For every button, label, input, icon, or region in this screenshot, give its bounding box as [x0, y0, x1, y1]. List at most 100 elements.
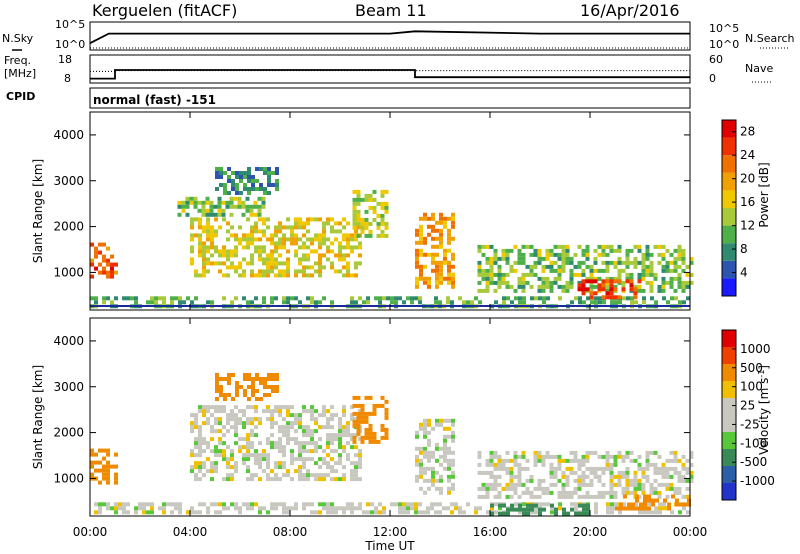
- velocity-echo-cell: [310, 413, 314, 418]
- power-echo-cell: [645, 280, 650, 285]
- velocity-echo-cell: [302, 465, 306, 470]
- velocity-echo-cell: [198, 429, 202, 434]
- velocity-echo-cell: [266, 473, 270, 478]
- power-echo-cell: [110, 300, 114, 305]
- velocity-echo-cell: [522, 507, 526, 512]
- velocity-echo-cell: [538, 507, 542, 512]
- velocity-echo-cell: [94, 460, 98, 465]
- power-echo-cell: [205, 200, 210, 205]
- power-echo-cell: [247, 191, 251, 195]
- colorbar-tick-label: 500: [740, 361, 763, 375]
- power-echo-cell: [326, 237, 330, 242]
- velocity-echo-cell: [451, 462, 455, 467]
- velocity-echo-cell: [194, 510, 198, 515]
- velocity-echo-cell: [250, 429, 254, 434]
- velocity-echo-cell: [597, 466, 602, 471]
- velocity-echo-cell: [302, 425, 306, 430]
- velocity-echo-cell: [282, 453, 286, 458]
- velocity-echo-cell: [354, 477, 358, 482]
- power-echo-cell: [645, 244, 650, 249]
- velocity-echo-cell: [593, 474, 598, 479]
- power-echo-cell: [617, 268, 622, 273]
- power-echo-cell: [242, 269, 246, 274]
- velocity-echo-cell: [338, 457, 342, 462]
- power-echo-cell: [497, 272, 502, 277]
- velocity-echo-cell: [593, 470, 598, 475]
- power-echo-cell: [590, 300, 594, 305]
- power-echo-cell: [545, 284, 550, 289]
- power-echo-cell: [581, 272, 586, 277]
- power-echo-cell: [521, 280, 526, 285]
- velocity-echo-cell: [338, 461, 342, 466]
- velocity-echo-cell: [234, 441, 238, 446]
- power-echo-cell: [110, 262, 114, 267]
- velocity-echo-cell: [346, 421, 350, 426]
- power-echo-cell: [250, 269, 254, 274]
- power-echo-cell: [605, 260, 610, 265]
- velocity-echo-cell: [118, 502, 122, 507]
- velocity-echo-cell: [243, 373, 247, 377]
- power-echo-cell: [565, 248, 570, 253]
- velocity-echo-cell: [202, 502, 206, 507]
- power-echo-cell: [605, 288, 610, 293]
- power-echo-cell: [202, 265, 206, 270]
- power-echo-cell: [134, 296, 138, 301]
- velocity-echo-cell: [210, 437, 214, 442]
- velocity-echo-cell: [562, 507, 566, 512]
- power-echo-cell: [251, 179, 255, 183]
- velocity-echo-cell: [278, 425, 282, 430]
- velocity-echo-cell: [346, 506, 350, 511]
- power-echo-cell: [364, 233, 369, 238]
- velocity-echo-cell: [190, 425, 194, 430]
- power-echo-cell: [346, 253, 350, 258]
- power-echo-cell: [622, 296, 626, 301]
- velocity-echo-cell: [106, 502, 110, 507]
- velocity-echo-cell: [330, 477, 334, 482]
- power-echo-cell: [581, 279, 586, 284]
- velocity-echo-cell: [270, 441, 274, 446]
- velocity-echo-cell: [250, 502, 254, 507]
- power-echo-cell: [275, 171, 279, 175]
- power-echo-cell: [270, 237, 274, 242]
- power-echo-cell: [286, 237, 290, 242]
- power-echo-cell: [601, 295, 606, 300]
- colorbar-segment: [722, 172, 736, 191]
- y-tick-label: 4000: [53, 128, 84, 142]
- velocity-echo-cell: [443, 434, 447, 439]
- velocity-echo-cell: [623, 494, 627, 499]
- power-echo-cell: [242, 237, 246, 242]
- power-echo-cell: [189, 196, 194, 201]
- velocity-echo-cell: [298, 469, 302, 474]
- power-echo-cell: [609, 291, 614, 296]
- power-echo-cell: [582, 300, 586, 305]
- velocity-echo-cell: [243, 377, 247, 381]
- power-echo-cell: [585, 287, 590, 292]
- velocity-echo-cell: [210, 429, 214, 434]
- velocity-echo-cell: [342, 425, 346, 430]
- velocity-echo-cell: [577, 482, 582, 487]
- power-echo-cell: [443, 220, 447, 225]
- velocity-echo-cell: [419, 486, 423, 491]
- power-echo-cell: [235, 183, 239, 187]
- velocity-echo-cell: [255, 373, 259, 377]
- velocity-echo-cell: [274, 473, 278, 478]
- power-echo-cell: [267, 179, 271, 183]
- power-echo-cell: [354, 300, 358, 305]
- velocity-echo-cell: [427, 418, 431, 423]
- velocity-echo-cell: [286, 413, 290, 418]
- power-echo-cell: [286, 261, 290, 266]
- velocity-echo-cell: [681, 474, 686, 479]
- velocity-echo-cell: [370, 510, 374, 515]
- power-echo-cell: [263, 191, 267, 195]
- power-echo-cell: [601, 279, 606, 284]
- power-echo-cell: [210, 245, 214, 250]
- velocity-echo-cell: [489, 474, 494, 479]
- velocity-echo-cell: [271, 377, 275, 381]
- power-echo-cell: [593, 291, 598, 296]
- power-echo-cell: [557, 268, 562, 273]
- power-echo-cell: [94, 266, 98, 271]
- velocity-echo-cell: [267, 393, 271, 397]
- velocity-echo-cell: [350, 445, 354, 450]
- velocity-echo-cell: [194, 441, 198, 446]
- power-echo-cell: [360, 221, 365, 226]
